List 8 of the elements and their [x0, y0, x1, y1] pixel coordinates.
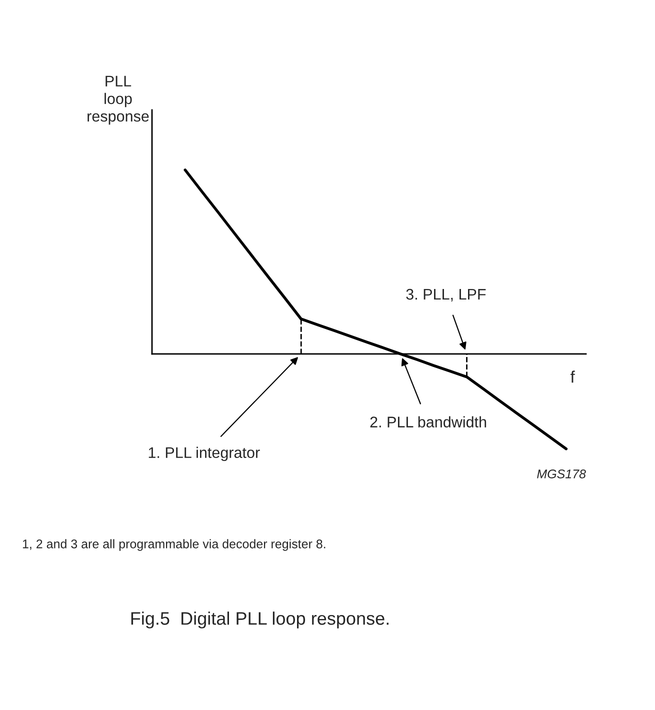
text: 1, 2 and 3 are all programmable via decoder register 8.	[22, 539, 326, 551]
annotation: 3. PLL, LPF	[406, 288, 486, 302]
x-axis-title: f	[570, 370, 575, 383]
annotation: 1. PLL integrator	[148, 446, 260, 462]
annotation: 2. PLL bandwidth	[370, 416, 486, 428]
text: MGS178	[537, 470, 586, 478]
y-axis-title: PLL loop response	[88, 76, 149, 125]
text: Fig.5 Digital PLL loop response.	[131, 612, 388, 628]
